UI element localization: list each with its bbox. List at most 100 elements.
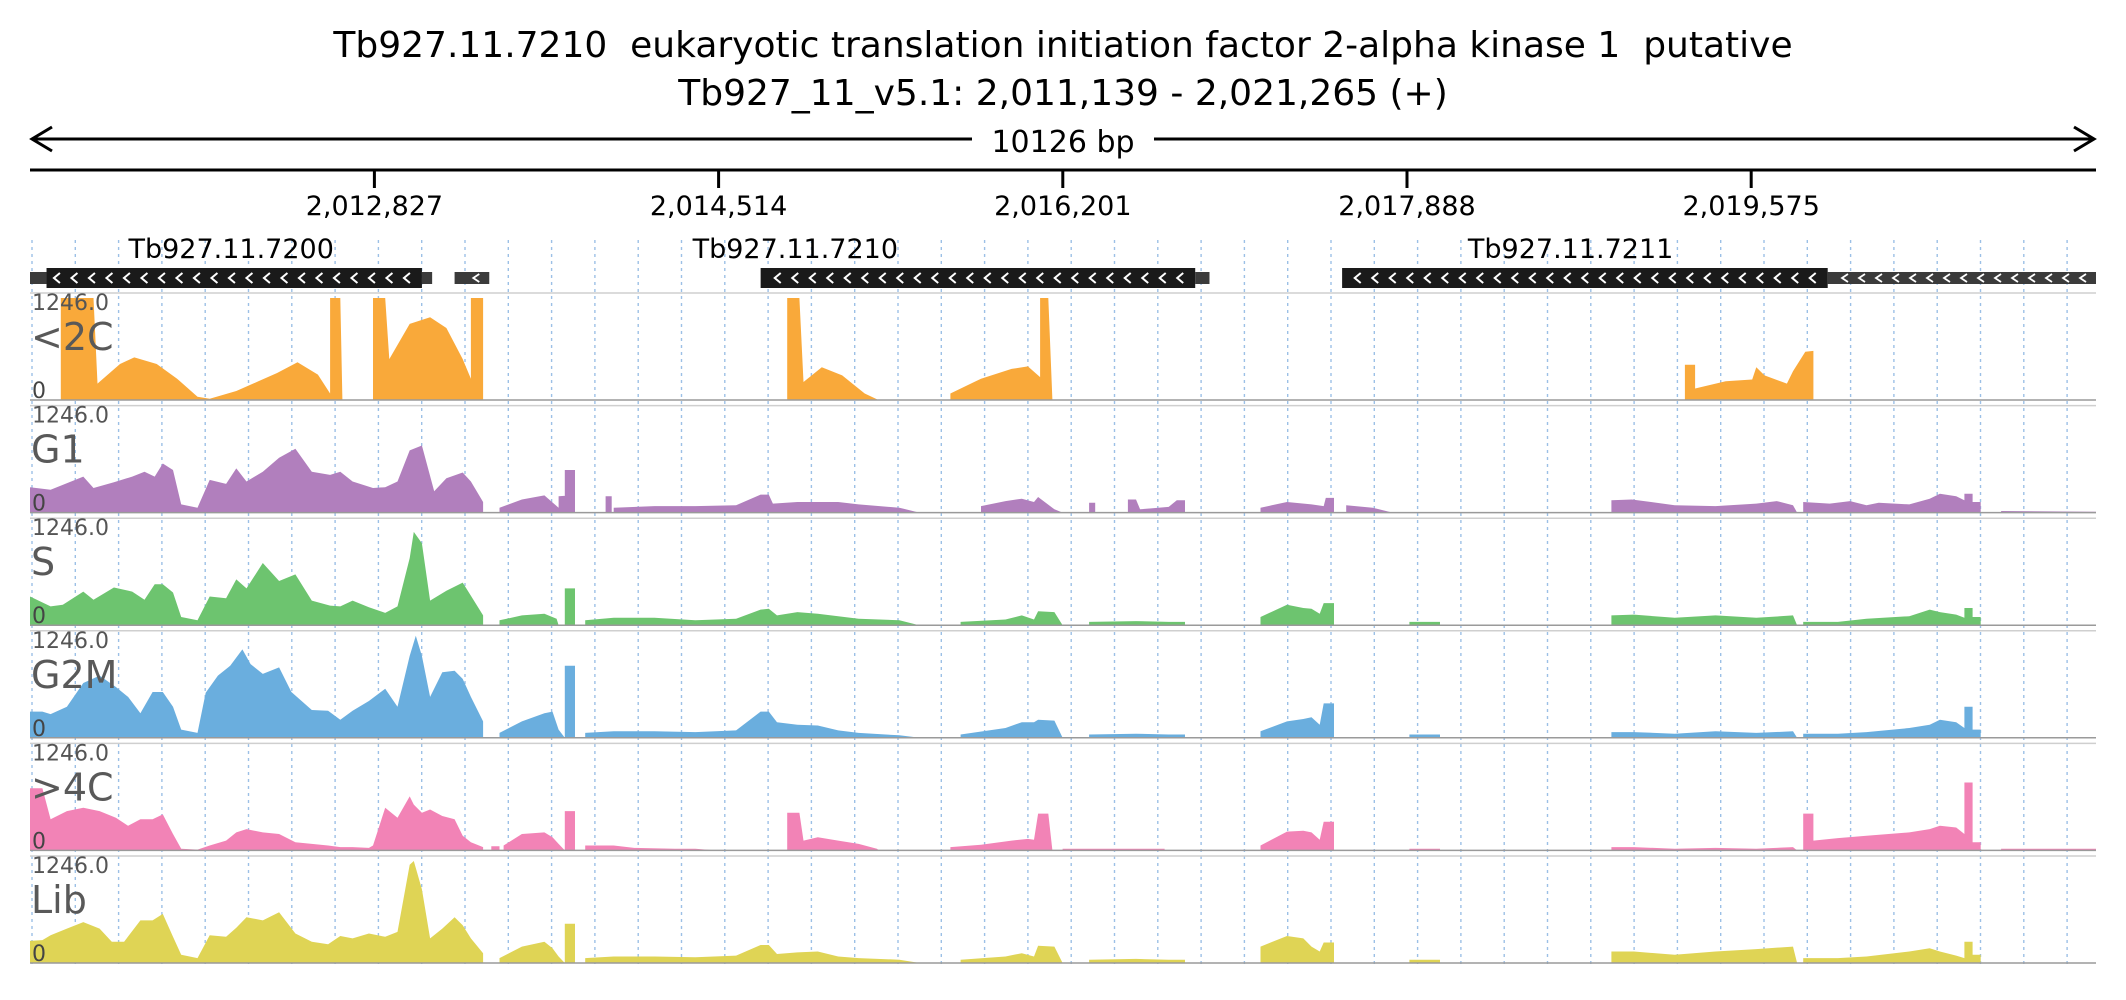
strand-arrow [1808, 272, 1817, 284]
strand-arrow [1685, 272, 1694, 284]
strand-arrow [1755, 272, 1764, 284]
strand-arrow [209, 272, 219, 284]
strand-arrow [1510, 272, 1519, 284]
strand-arrow [227, 272, 236, 284]
strand-arrow [104, 272, 114, 284]
gene-strand-arrows-1 [773, 272, 1184, 284]
strand-arrow [1738, 272, 1747, 284]
coverage-track-1: 1246.0 0 G1 [30, 404, 2096, 517]
strand-arrow [1405, 272, 1414, 284]
strand-arrow [279, 272, 289, 284]
track-ymin-label: 0 [32, 717, 46, 742]
strand-arrow [1857, 273, 1866, 283]
strand-arrow [1158, 272, 1167, 284]
strand-arrow [773, 272, 782, 284]
track-ymin-label: 0 [32, 604, 46, 629]
utr-segment-3 [1195, 272, 1210, 284]
coverage-track-3: 1246.0 0 G2M [30, 629, 2096, 742]
strand-arrow [192, 272, 201, 284]
span-arrow-right [2073, 125, 2097, 153]
gene-label-1: Tb927.11.7210 [692, 234, 898, 265]
strand-arrow [139, 272, 149, 284]
coverage-area-3 [30, 635, 1981, 738]
axis-tick-label-2: 2,016,201 [994, 191, 1131, 222]
strand-arrow [983, 272, 992, 284]
coverage-area-1 [30, 445, 2096, 513]
strand-arrow [2010, 273, 2019, 283]
strand-arrow [1545, 272, 1554, 284]
strand-arrow [913, 272, 922, 284]
strand-arrow [1000, 272, 1009, 284]
strand-arrow [1475, 272, 1484, 284]
strand-arrow [1993, 273, 2002, 283]
strand-arrow [1035, 272, 1044, 284]
strand-arrow [1925, 273, 1934, 283]
strand-arrow [384, 272, 394, 284]
coverage-track-0: 1246.0 0 <2C [30, 291, 2096, 404]
coverage-track-4: 1246.0 0 >4C [30, 741, 2096, 854]
coverage-track-5: 1246.0 0 Lib [30, 854, 2096, 967]
coverage-area-5 [30, 861, 1981, 963]
strand-arrow [1633, 272, 1642, 284]
track-ymax-label: 1246.0 [32, 404, 109, 429]
strand-arrow [790, 272, 799, 284]
span-arrow-left [29, 125, 53, 153]
coverage-track-2: 1246.0 0 S [30, 516, 2096, 629]
strand-arrow [367, 272, 376, 284]
track-name: <2C [31, 315, 114, 359]
gene-body-0 [46, 268, 422, 288]
strand-arrow [1720, 272, 1729, 284]
track-ymin-label: 0 [32, 492, 46, 517]
utr-segment-1 [421, 272, 433, 284]
strand-arrow [297, 272, 306, 284]
track-ymin-label: 0 [32, 942, 46, 967]
track-name: G1 [31, 428, 85, 472]
coverage-area-2 [30, 531, 1981, 626]
strand-arrow [262, 272, 271, 284]
chart-title: Tb927.11.7210 eukaryotic translation ini… [333, 25, 1793, 66]
strand-arrow [843, 272, 852, 284]
utr-segment-0 [30, 272, 47, 284]
strand-arrow [471, 273, 480, 283]
strand-arrow [1388, 272, 1397, 284]
strand-arrow [1668, 272, 1677, 284]
strand-arrow [2061, 273, 2070, 283]
track-ymax-label: 1246.0 [32, 854, 109, 879]
utr-strand-arrows-2 [471, 273, 480, 283]
strand-arrow [1053, 272, 1062, 284]
axis-tick-label-4: 2,019,575 [1682, 191, 1819, 222]
strand-arrow [332, 272, 341, 284]
strand-arrow [87, 272, 96, 284]
strand-arrow [174, 272, 184, 284]
strand-arrow [1440, 272, 1449, 284]
strand-arrow [948, 272, 957, 284]
strand-arrow [1528, 272, 1537, 284]
strand-arrow [1891, 273, 1900, 283]
strand-arrow [1942, 273, 1951, 283]
strand-arrow [1423, 272, 1432, 284]
strand-arrow [1959, 273, 1968, 283]
gene-label-2: Tb927.11.7211 [1467, 234, 1673, 265]
axis-tick-label-1: 2,014,514 [650, 191, 787, 222]
strand-arrow [1088, 272, 1097, 284]
strand-arrow [2027, 273, 2036, 283]
strand-arrow [825, 272, 834, 284]
strand-arrow [244, 272, 254, 284]
strand-arrow [965, 272, 974, 284]
span-label: 10126 bp [991, 125, 1134, 160]
strand-arrow [122, 272, 131, 284]
track-ymax-label: 1246.0 [32, 516, 109, 541]
strand-arrow [2078, 273, 2087, 283]
strand-arrow [1370, 272, 1379, 284]
strand-arrow [314, 272, 324, 284]
strand-arrow [1840, 273, 1849, 283]
strand-arrow [1140, 272, 1149, 284]
strand-arrow [402, 272, 411, 284]
coverage-area-0 [60, 298, 1814, 400]
strand-arrow [1563, 272, 1572, 284]
strand-arrow [808, 272, 817, 284]
vertical-grid [31, 240, 2068, 968]
axis-tick-label-3: 2,017,888 [1338, 191, 1475, 222]
chart-subtitle: Tb927_11_v5.1: 2,011,139 - 2,021,265 (+) [678, 73, 1448, 114]
